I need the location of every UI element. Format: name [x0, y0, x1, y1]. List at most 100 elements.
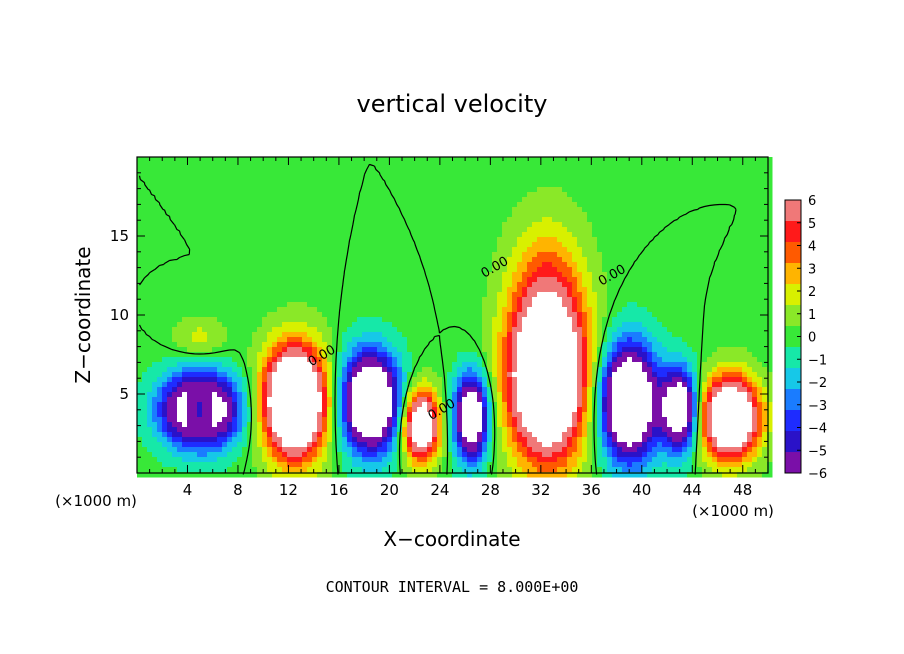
- field-cell: [137, 157, 143, 163]
- field-cell: [652, 242, 658, 248]
- field-cell: [707, 262, 713, 268]
- field-cell: [137, 242, 143, 248]
- field-cell: [232, 327, 238, 333]
- field-cell: [242, 272, 248, 278]
- field-cell: [492, 272, 498, 278]
- field-cell: [272, 212, 278, 218]
- field-cell: [507, 287, 513, 293]
- field-cell: [137, 177, 143, 183]
- field-cell: [672, 297, 678, 303]
- field-cell: [662, 247, 668, 253]
- field-cell: [242, 167, 248, 173]
- field-cell: [572, 342, 578, 348]
- field-cell: [727, 237, 733, 243]
- field-cell: [697, 177, 703, 183]
- field-cell: [687, 307, 693, 313]
- field-cell: [242, 227, 248, 233]
- field-cell: [712, 287, 718, 293]
- field-cell: [702, 317, 708, 323]
- field-cell: [572, 177, 578, 183]
- field-cell: [162, 272, 168, 278]
- field-cell: [177, 287, 183, 293]
- field-cell: [182, 332, 188, 338]
- field-cell: [427, 262, 433, 268]
- field-cell: [287, 262, 293, 268]
- field-cell: [517, 227, 523, 233]
- field-cell: [497, 227, 503, 233]
- field-cell: [322, 317, 328, 323]
- field-cell: [602, 252, 608, 258]
- field-cell: [657, 182, 663, 188]
- field-cell: [452, 252, 458, 258]
- field-cell: [282, 342, 288, 348]
- field-cell: [367, 347, 373, 353]
- field-cell: [152, 197, 158, 203]
- field-cell: [322, 282, 328, 288]
- field-cell: [592, 197, 598, 203]
- field-cell: [647, 272, 653, 278]
- field-cell: [382, 317, 388, 323]
- field-cell: [762, 172, 768, 178]
- field-cell: [327, 202, 333, 208]
- field-cell: [652, 327, 658, 333]
- field-cell: [492, 177, 498, 183]
- field-cell: [322, 302, 328, 308]
- field-cell: [747, 312, 753, 318]
- field-cell: [237, 352, 243, 358]
- field-cell: [427, 317, 433, 323]
- field-cell: [317, 332, 323, 338]
- field-cell: [257, 342, 263, 348]
- field-cell: [747, 297, 753, 303]
- field-cell: [212, 337, 218, 343]
- field-cell: [332, 352, 338, 358]
- field-cell: [447, 287, 453, 293]
- field-cell: [297, 277, 303, 283]
- field-cell: [177, 327, 183, 333]
- field-cell: [437, 282, 443, 288]
- field-cell: [487, 297, 493, 303]
- field-cell: [227, 292, 233, 298]
- field-cell: [282, 287, 288, 293]
- field-cell: [727, 167, 733, 173]
- field-cell: [642, 217, 648, 223]
- field-cell: [397, 252, 403, 258]
- field-cell: [522, 232, 528, 238]
- field-cell: [602, 292, 608, 298]
- field-cell: [707, 267, 713, 273]
- field-cell: [302, 312, 308, 318]
- field-cell: [367, 327, 373, 333]
- field-cell: [472, 172, 478, 178]
- field-cell: [197, 212, 203, 218]
- field-cell: [617, 162, 623, 168]
- field-cell: [432, 257, 438, 263]
- field-cell: [432, 267, 438, 273]
- field-cell: [412, 197, 418, 203]
- field-cell: [747, 292, 753, 298]
- field-cell: [167, 297, 173, 303]
- field-cell: [167, 282, 173, 288]
- field-cell: [262, 302, 268, 308]
- field-cell: [762, 177, 768, 183]
- field-cell: [212, 347, 218, 353]
- field-cell: [762, 297, 768, 303]
- field-cell: [517, 192, 523, 198]
- field-cell: [697, 282, 703, 288]
- field-cell: [457, 292, 463, 298]
- field-cell: [282, 242, 288, 248]
- field-cell: [522, 252, 528, 258]
- field-cell: [452, 297, 458, 303]
- field-cell: [637, 182, 643, 188]
- field-cell: [667, 332, 673, 338]
- field-cell: [152, 297, 158, 303]
- field-cell: [737, 342, 743, 348]
- field-cell: [392, 162, 398, 168]
- field-cell: [462, 287, 468, 293]
- field-cell: [267, 267, 273, 273]
- field-cell: [627, 312, 633, 318]
- field-cell: [482, 287, 488, 293]
- field-cell: [547, 342, 553, 348]
- field-cell: [477, 312, 483, 318]
- field-cell: [542, 347, 548, 353]
- field-cell: [222, 337, 228, 343]
- field-cell: [272, 202, 278, 208]
